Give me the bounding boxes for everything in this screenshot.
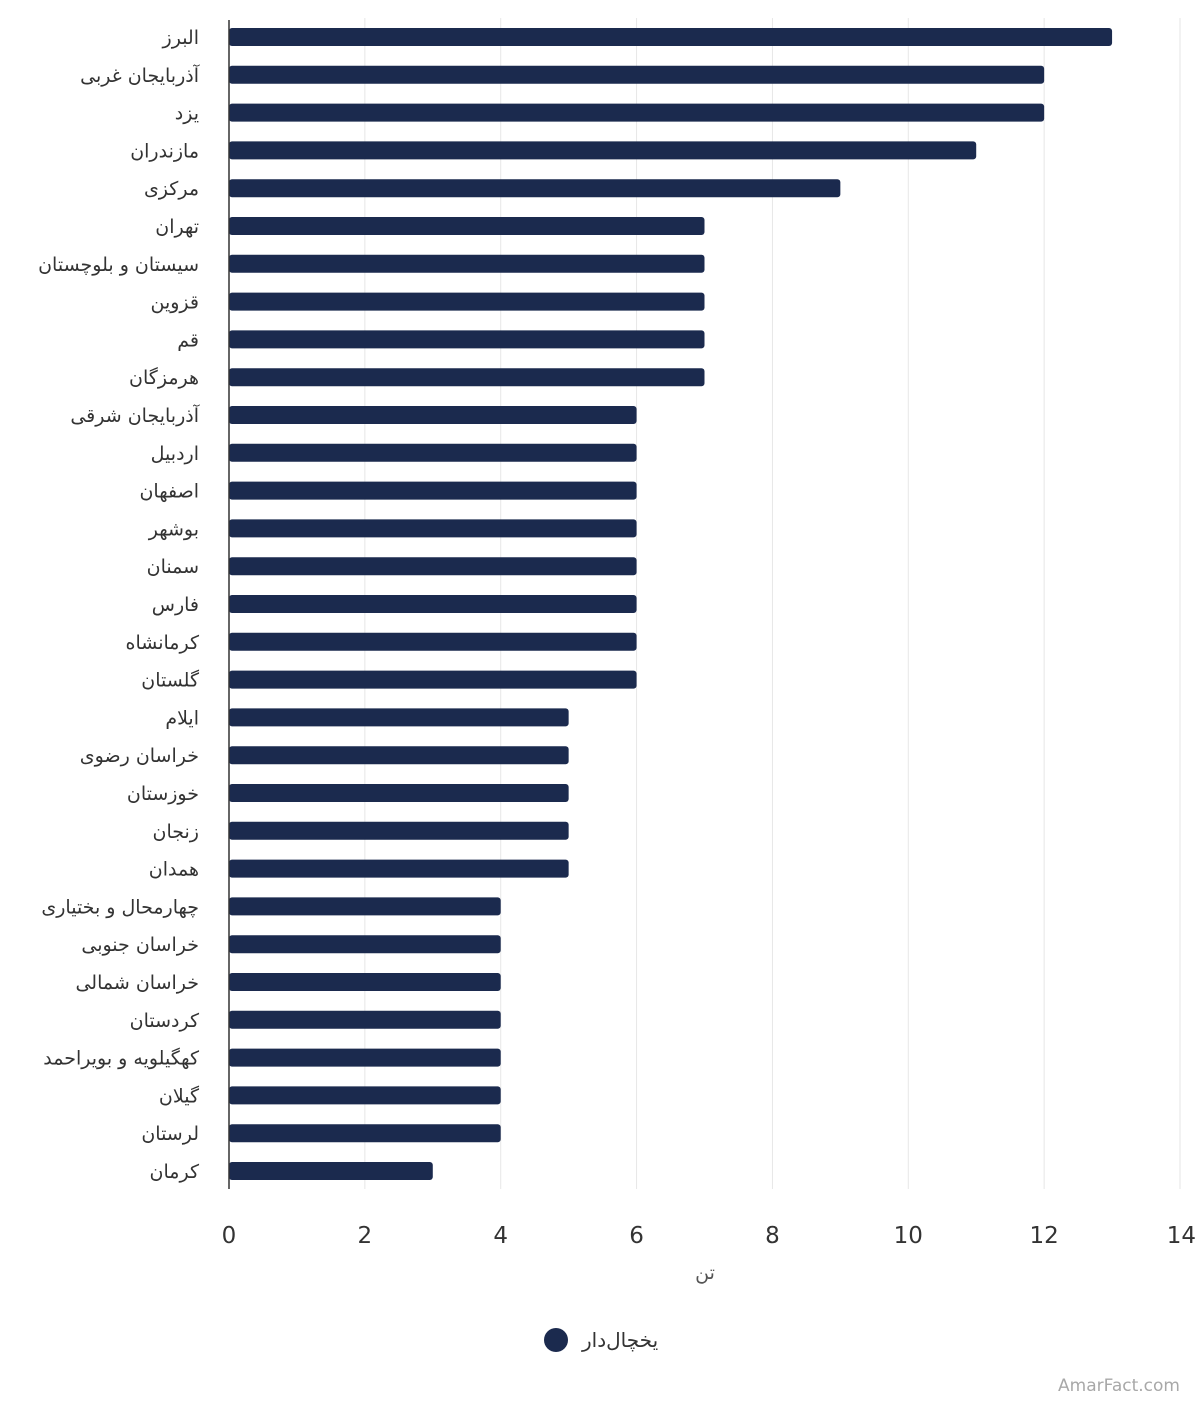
bar[interactable] <box>229 708 569 727</box>
category-label: یزد <box>175 103 199 125</box>
x-tick-label: 12 <box>1030 1223 1059 1249</box>
bar[interactable] <box>229 935 501 954</box>
category-labels: البرز آذربایجان غربی یزد مازندران مرکزی تهران… <box>38 27 200 1183</box>
bar[interactable] <box>229 746 569 765</box>
bar[interactable] <box>229 330 705 349</box>
bar[interactable] <box>229 28 1113 46</box>
bar[interactable] <box>229 1124 501 1143</box>
legend-label: یخچال‌دار <box>581 1328 658 1352</box>
bar[interactable] <box>229 443 637 462</box>
category-label: بوشهر <box>148 518 199 540</box>
bar[interactable] <box>229 784 569 802</box>
category-label: هرمزگان <box>129 366 199 389</box>
category-label: خراسان جنوبی <box>81 934 199 956</box>
category-label: آذربایجان غربی <box>80 63 200 87</box>
bar[interactable] <box>229 1162 433 1180</box>
category-label: گلستان <box>141 669 200 692</box>
x-tick-label: 6 <box>629 1223 644 1249</box>
category-label: آذربایجان شرقی <box>70 403 199 427</box>
category-label: گیلان <box>159 1084 200 1107</box>
bar[interactable] <box>229 65 1045 84</box>
category-label: تهران <box>155 216 199 238</box>
category-label: کهگیلویه و بویراحمد <box>43 1047 200 1070</box>
bar[interactable] <box>229 103 1045 122</box>
x-tick-label: 2 <box>358 1223 373 1249</box>
x-tick-label: 8 <box>765 1223 780 1249</box>
bar[interactable] <box>229 519 637 538</box>
bar[interactable] <box>229 670 637 689</box>
category-label: کرمانشاه <box>126 632 200 654</box>
category-label: زنجان <box>153 821 199 843</box>
bar[interactable] <box>229 632 637 651</box>
category-label: البرز <box>162 27 199 49</box>
category-label: ایلام <box>165 707 199 729</box>
category-label: کرمان <box>150 1161 200 1183</box>
legend[interactable]: یخچال‌دار <box>544 1328 658 1352</box>
x-tick-label: 10 <box>894 1223 923 1249</box>
x-axis-title: تن <box>695 1262 715 1284</box>
bar[interactable] <box>229 292 705 311</box>
x-tick-label: 14 <box>1167 1223 1196 1249</box>
bar[interactable] <box>229 1086 501 1105</box>
category-label: چهارمحال و بختیاری <box>41 896 199 918</box>
category-label: کردستان <box>130 1010 200 1032</box>
category-label: همدان <box>149 859 199 881</box>
bar[interactable] <box>229 821 569 840</box>
bar[interactable] <box>229 141 977 160</box>
category-label: فارس <box>152 594 199 616</box>
category-label: اردبیل <box>151 443 199 465</box>
bar[interactable] <box>229 557 637 576</box>
bar[interactable] <box>229 406 637 424</box>
bar[interactable] <box>229 1048 501 1067</box>
bar[interactable] <box>229 859 569 878</box>
bar[interactable] <box>229 368 705 387</box>
bar[interactable] <box>229 1010 501 1029</box>
bar[interactable] <box>229 481 637 500</box>
bar[interactable] <box>229 254 705 273</box>
credit-text[interactable]: AmarFact.com <box>1058 1376 1180 1396</box>
bar[interactable] <box>229 897 501 916</box>
bar[interactable] <box>229 595 637 613</box>
category-label: قزوین <box>151 292 200 314</box>
category-label: اصفهان <box>139 481 199 503</box>
category-label: قم <box>177 329 199 351</box>
category-label: سیستان و بلوچستان <box>38 254 199 276</box>
category-label: خوزستان <box>127 783 199 805</box>
bar[interactable] <box>229 973 501 991</box>
x-tick-labels: 0 2 4 6 8 10 12 14 <box>222 1223 1196 1249</box>
category-label: خراسان شمالی <box>75 972 199 994</box>
x-tick-label: 0 <box>222 1223 237 1249</box>
x-tick-label: 4 <box>493 1223 508 1249</box>
category-label: لرستان <box>141 1123 199 1145</box>
bars <box>229 28 1113 1180</box>
bar[interactable] <box>229 217 705 235</box>
category-label: خراسان رضوی <box>80 745 199 767</box>
legend-marker <box>544 1328 568 1352</box>
category-label: مازندران <box>130 140 199 162</box>
category-label: مرکزی <box>144 178 199 200</box>
category-label: سمنان <box>147 556 199 578</box>
bar[interactable] <box>229 179 841 198</box>
